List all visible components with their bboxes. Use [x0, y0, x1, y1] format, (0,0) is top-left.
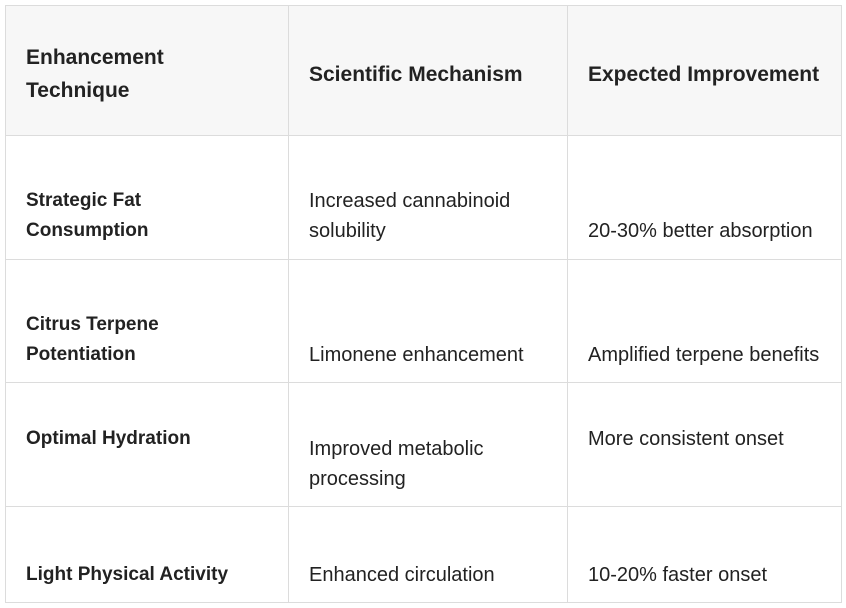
improvement-cell: Amplified terpene benefits: [567, 259, 842, 383]
header-enhancement-technique: Enhancement Technique: [5, 5, 289, 136]
technique-cell: Optimal Hydration: [5, 382, 289, 507]
header-scientific-mechanism: Scientific Mechanism: [288, 5, 568, 136]
improvement-cell: 10-20% faster onset: [567, 506, 842, 603]
table-row: Optimal Hydration Improved metabolic pro…: [5, 382, 842, 507]
table-header-row: Enhancement Technique Scientific Mechani…: [5, 5, 842, 136]
header-expected-improvement: Expected Improvement: [567, 5, 842, 136]
table-row: Citrus Terpene Potentiation Limonene enh…: [5, 259, 842, 383]
improvement-cell: 20-30% better absorption: [567, 135, 842, 260]
mechanism-cell: Increased cannabinoid solubility: [288, 135, 568, 260]
table-row: Strategic Fat Consumption Increased cann…: [5, 135, 842, 260]
mechanism-cell: Limonene enhancement: [288, 259, 568, 383]
enhancement-table: Enhancement Technique Scientific Mechani…: [5, 5, 842, 603]
mechanism-cell: Improved metabolic processing: [288, 382, 568, 507]
table-row: Light Physical Activity Enhanced circula…: [5, 506, 842, 603]
improvement-cell: More consistent onset: [567, 382, 842, 507]
technique-cell: Strategic Fat Consumption: [5, 135, 289, 260]
technique-cell: Citrus Terpene Potentiation: [5, 259, 289, 383]
mechanism-cell: Enhanced circulation: [288, 506, 568, 603]
technique-cell: Light Physical Activity: [5, 506, 289, 603]
enhancement-table-container: Enhancement Technique Scientific Mechani…: [5, 5, 842, 603]
